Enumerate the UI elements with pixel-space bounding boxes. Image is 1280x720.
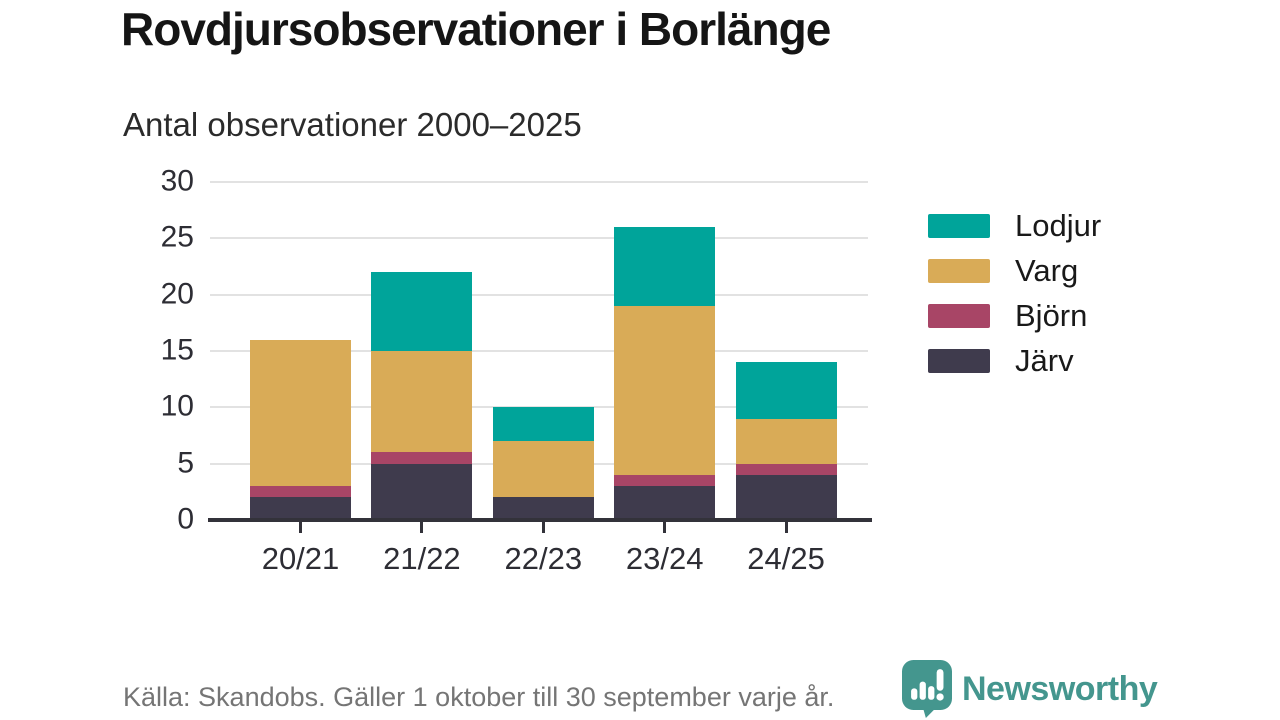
bar-segment-lodjur [614, 227, 716, 306]
legend-label: Varg [1015, 253, 1079, 288]
legend-item-varg: Varg [928, 253, 1101, 288]
x-tick-label: 24/25 [747, 541, 825, 576]
bar-segment-lodjur [371, 272, 473, 351]
bar-segment-jarv [250, 497, 351, 520]
legend-label: Björn [1015, 298, 1088, 333]
x-tick-label: 20/21 [261, 541, 340, 576]
bar-segment-jarv [614, 486, 716, 520]
chart-subtitle: Antal observationer 2000–2025 [123, 106, 582, 143]
legend-item-bjorn: Björn [928, 298, 1101, 333]
y-tick-label: 25 [160, 220, 194, 254]
source-note: Källa: Skandobs. Gäller 1 oktober till 3… [123, 682, 835, 712]
gridline-30 [210, 181, 868, 183]
bar-segment-lodjur [735, 362, 837, 419]
bar-segment-jarv [371, 463, 473, 520]
bar-segment-lodjur [492, 407, 594, 442]
x-tick-label: 22/23 [504, 541, 583, 576]
x-tick [420, 522, 424, 533]
gridline-10 [210, 406, 868, 409]
bar-segment-varg [492, 441, 594, 498]
x-tick-label: 23/24 [625, 541, 704, 576]
bar-segment-bjorn [250, 486, 351, 498]
legend-item-jarv: Järv [928, 343, 1101, 378]
bar-segment-jarv [735, 474, 837, 520]
bar-segment-bjorn [371, 452, 473, 464]
bar-segment-jarv [492, 497, 594, 520]
y-tick-label: 5 [177, 445, 194, 479]
legend-swatch-jarv [928, 349, 990, 373]
bar-segment-varg [250, 339, 351, 487]
x-axis-line [208, 518, 872, 522]
x-tick [541, 522, 545, 533]
bar-segment-bjorn [735, 463, 837, 475]
gridline-20 [210, 293, 868, 296]
legend: Lodjur Varg Björn Järv [928, 208, 1101, 394]
x-tick [663, 522, 667, 533]
y-tick-label: 15 [160, 333, 194, 367]
x-tick [299, 522, 302, 533]
legend-swatch-bjorn [928, 304, 990, 328]
legend-label: Lodjur [1015, 208, 1102, 243]
x-tick [784, 522, 788, 533]
bar-segment-bjorn [614, 474, 716, 487]
gridline-15 [210, 350, 868, 352]
x-tick-label: 21/22 [383, 541, 461, 576]
plot-area: 0 5 10 15 20 25 30 20/21 21/22 22/23 23/24 24/25 [161, 164, 872, 576]
y-tick-label: 0 [177, 502, 194, 536]
y-tick-label: 20 [160, 276, 194, 310]
y-tick-label: 30 [160, 164, 194, 198]
gridline-25 [210, 237, 868, 240]
newsworthy-logo-icon [902, 660, 952, 718]
y-tick-label: 10 [160, 389, 194, 423]
legend-item-lodjur: Lodjur [928, 208, 1101, 243]
legend-swatch-lodjur [928, 214, 990, 238]
newsworthy-wordmark: Newsworthy [962, 669, 1158, 708]
legend-label: Järv [1015, 343, 1074, 378]
legend-swatch-varg [928, 259, 990, 283]
bar-segment-varg [735, 418, 837, 464]
chart-title: Rovdjursobservationer i Borlänge [121, 3, 831, 55]
bar-segment-varg [371, 351, 473, 453]
bar-segment-varg [614, 305, 716, 475]
newsworthy-logo: Newsworthy [902, 660, 1158, 718]
